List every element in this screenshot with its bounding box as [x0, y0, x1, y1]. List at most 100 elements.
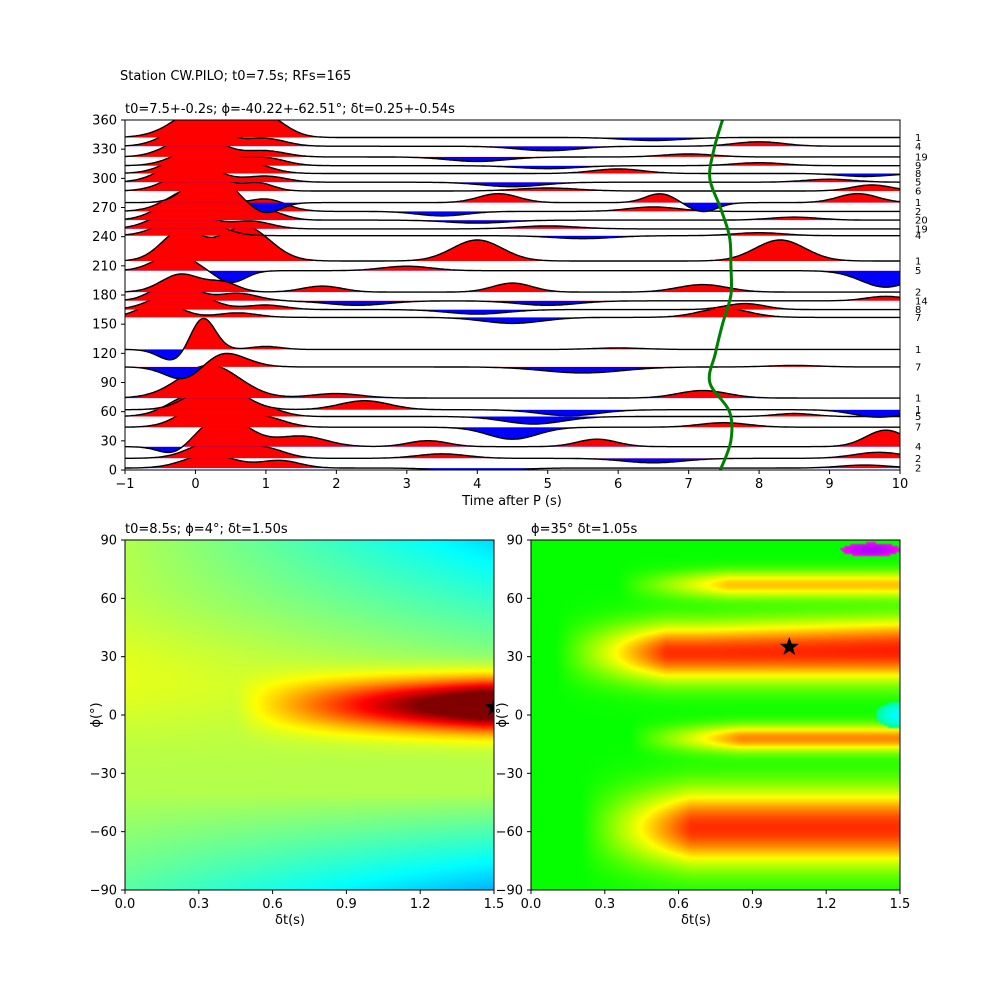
traces-panel: t0=7.5+-0.2s; ϕ=-40.22+-62.51°; δt=0.25+… — [92, 102, 928, 509]
trace-line — [125, 352, 900, 380]
trace-positive-fill — [182, 416, 900, 447]
trace-line — [125, 212, 900, 240]
left-ylabel: ϕ(°) — [89, 702, 104, 727]
trace-line — [125, 453, 900, 470]
trace-group — [125, 120, 900, 470]
trace-line — [125, 273, 900, 293]
x-tick-label: 8 — [755, 477, 763, 492]
trace-negative-fill — [431, 416, 636, 424]
y-tick-label: 150 — [92, 318, 117, 333]
y-tick-label: −90 — [90, 884, 117, 899]
y-tick-label: 90 — [100, 376, 117, 391]
x-tick-label: −1 — [115, 477, 134, 492]
trace — [125, 207, 900, 230]
y-tick-label: −30 — [496, 767, 523, 782]
delay-curve — [707, 120, 734, 470]
x-tick-label: 7 — [684, 477, 692, 492]
trace-line — [125, 301, 900, 325]
y-tick-label: 60 — [100, 405, 117, 420]
traces-xlabel: Time after P (s) — [461, 494, 562, 509]
trace-count-label: 5 — [915, 412, 921, 423]
trace-negative-fill — [125, 146, 900, 151]
trace-line — [125, 120, 900, 152]
y-tick-label: 330 — [92, 143, 117, 158]
y-tick-label: 0 — [515, 709, 523, 724]
trace-positive-fill — [125, 152, 701, 174]
trace — [125, 287, 900, 315]
trace-count-label: 8 — [915, 169, 921, 180]
trace-count-label: 19 — [915, 224, 928, 235]
trace-negative-fill — [125, 317, 900, 324]
trace-negative-fill — [125, 309, 900, 315]
trace-positive-fill — [125, 302, 815, 318]
x-tick-label: 0.0 — [115, 897, 136, 912]
x-tick-label: 10 — [892, 477, 909, 492]
trace-count-label: 5 — [915, 266, 921, 277]
trace-count-label: 5 — [915, 178, 921, 189]
trace-positive-fill — [125, 382, 900, 410]
x-tick-label: 4 — [473, 477, 481, 492]
x-tick-label: 0.6 — [668, 897, 689, 912]
trace — [125, 120, 900, 142]
x-tick-label: 5 — [544, 477, 552, 492]
trace-positive-fill — [125, 318, 900, 350]
right-y-axis: −90 −60 −30 0 30 60 90 — [496, 534, 531, 899]
trace-count-label: 7 — [915, 423, 921, 434]
right-heatmap — [531, 540, 900, 890]
trace-line — [125, 207, 900, 230]
left-heatmap — [125, 540, 494, 890]
traces-y-axis: 0 30 60 90 120 150 180 210 240 270 300 330 360 — [92, 114, 125, 479]
x-tick-label: 1 — [262, 477, 270, 492]
trace-negative-fill — [125, 468, 900, 470]
x-tick-label: 1.2 — [410, 897, 431, 912]
left-y-axis: −90 −60 −30 0 30 60 90 — [90, 534, 125, 899]
trace-line — [125, 415, 900, 454]
trace — [125, 317, 900, 361]
trace-positive-fill — [125, 254, 483, 271]
trace-line — [125, 381, 900, 418]
trace-positive-fill — [125, 226, 874, 261]
trace-positive-fill — [125, 120, 900, 138]
traces-x-axis: −1 0 1 2 3 4 5 6 7 8 9 10 — [115, 470, 908, 492]
trace-negative-fill — [125, 349, 184, 360]
y-tick-label: 210 — [92, 259, 117, 274]
x-tick-label: 0.6 — [262, 897, 283, 912]
trace-line — [125, 133, 900, 163]
trace-negative-fill — [125, 366, 718, 379]
y-tick-label: 270 — [92, 201, 117, 216]
right-xlabel: δt(s) — [681, 913, 711, 928]
trace-count-label: 4 — [915, 442, 921, 453]
y-tick-label: 30 — [506, 650, 523, 665]
y-tick-label: 300 — [92, 172, 117, 187]
right-best-star — [779, 636, 799, 655]
y-tick-label: −60 — [496, 825, 523, 840]
y-tick-label: 0 — [109, 709, 117, 724]
y-tick-label: 60 — [506, 592, 523, 607]
trace-negative-fill — [125, 228, 900, 229]
trace-positive-fill — [125, 365, 798, 399]
traces-title: t0=7.5+-0.2s; ϕ=-40.22+-62.51°; δt=0.25+… — [125, 102, 455, 117]
trace-positive-fill — [125, 207, 638, 229]
trace-line — [125, 317, 900, 361]
x-tick-label: 1.2 — [816, 897, 837, 912]
right-x-axis: 0.0 0.3 0.6 0.9 1.2 1.5 — [521, 890, 910, 912]
trace-count-label: 4 — [915, 231, 921, 242]
trace-negative-fill — [248, 202, 759, 213]
left-x-axis: 0.0 0.3 0.6 0.9 1.2 1.5 — [115, 890, 504, 912]
trace — [125, 415, 900, 454]
x-tick-label: 0.9 — [742, 897, 763, 912]
trace-negative-fill — [424, 427, 601, 440]
trace — [125, 364, 900, 399]
trace-line — [125, 186, 900, 217]
trace-count-label: 1 — [915, 405, 921, 416]
trace-count-label: 6 — [915, 186, 921, 197]
left-xlabel: δt(s) — [275, 913, 305, 928]
trace — [125, 301, 900, 325]
right-heatmap-panel: ϕ=35° δt=1.05s 0.0 0.3 0.6 0.9 1.2 1.5 −90 −60… — [495, 522, 910, 928]
x-tick-label: 0.9 — [336, 897, 357, 912]
trace — [125, 273, 900, 293]
trace-positive-fill — [125, 281, 900, 301]
trace-count-label: 19 — [915, 152, 928, 163]
